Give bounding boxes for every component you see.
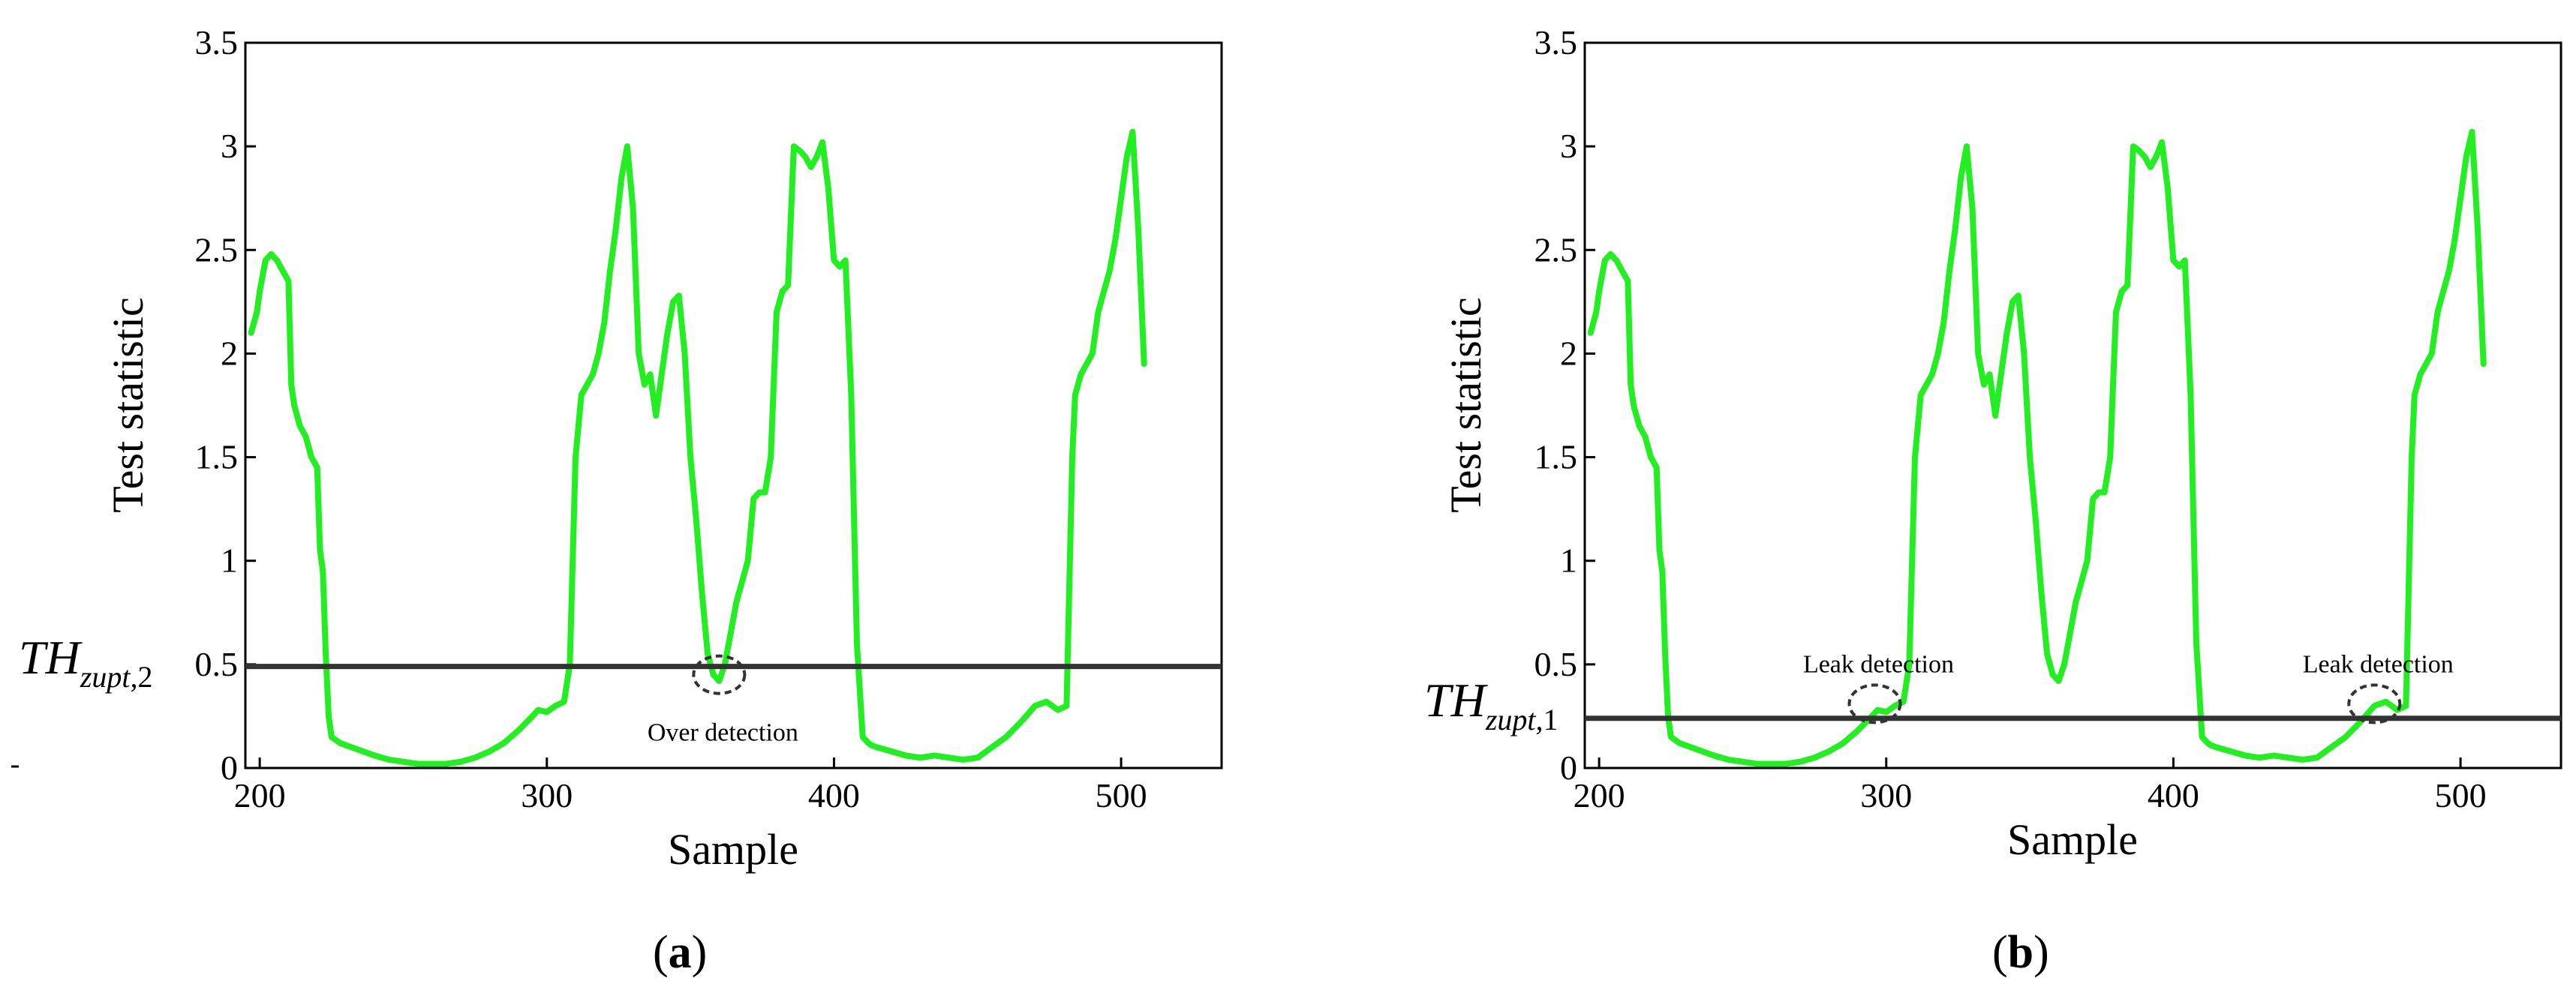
x-tick-label: 400 [2148,776,2199,814]
y-tick-label: 2.5 [195,230,239,268]
y-tick-label: 2 [221,334,238,372]
x-tick-marks [1598,758,2462,768]
x-tick-label: 200 [1574,776,1625,814]
y-tick-label: 0 [1560,748,1577,787]
threshold-label: THzupt,2 [19,631,153,694]
annotation-circle [692,654,747,695]
y-tick-label: 1.5 [195,438,239,476]
test-statistic-line [248,128,1147,767]
x-tick-label: 200 [234,776,286,814]
threshold-label-sub: zupt, [1485,703,1543,736]
y-axis-label: Test statistic [104,297,152,513]
y-tick-label: 0 [221,748,238,787]
threshold-label-main: TH [1424,674,1489,727]
y-tick-labels: 0 0.5 1 1.5 2 2.5 3 3.5 [195,23,239,787]
annotations: Over detection [648,654,798,747]
annotation-circle [2347,683,2402,724]
annotation-text: Over detection [648,719,798,747]
chart-panel-a: 0 0.5 1 1.5 2 2.5 3 3.5 200 300 400 500 Over detec… [11,23,1223,978]
y-axis-label: Test statistic [1441,297,1490,513]
threshold-label-sub: zupt, [80,660,138,694]
x-tick-label: 500 [1096,776,1147,814]
y-tick-label: 3 [221,127,238,165]
threshold-label-index: 1 [1543,703,1559,736]
plot-frame [1583,41,2562,770]
x-tick-marks [258,758,1123,768]
panel-letter-b: b [2008,927,2033,978]
y-tick-label: 3 [1560,127,1577,165]
annotation-text: Leak detection [1803,650,1954,678]
x-tick-label: 500 [2435,776,2487,814]
test-statistic-line [1587,128,2487,767]
threshold-label-main: TH [19,631,83,684]
annotations: Leak detection Leak detection [1803,650,2454,724]
y-tick-marks [245,41,256,770]
y-tick-label: 3.5 [1534,23,1578,62]
panel-label-a: (a) [653,927,707,978]
y-tick-label: 1 [221,542,238,580]
y-tick-label: 2.5 [1534,230,1578,268]
x-axis-label: Sample [2007,815,2138,864]
y-tick-label: 3.5 [195,23,239,62]
plot-frame [244,41,1223,770]
x-tick-label: 300 [521,776,573,814]
threshold-label: THzupt,1 [1424,674,1559,736]
y-tick-label: 1 [1560,542,1577,580]
x-tick-label: 400 [808,776,860,814]
panel-letter-a: a [669,927,692,978]
x-axis-label: Sample [668,825,798,874]
chart-panel-b: 0 0.5 1 1.5 2 2.5 3 3.5 200 300 400 500 Leak detec… [1424,23,2562,978]
annotation-circle [1847,683,1902,724]
y-tick-labels: 0 0.5 1 1.5 2 2.5 3 3.5 [1534,23,1578,787]
threshold-label-index: 2 [138,660,153,694]
y-tick-label: 0.5 [195,645,239,683]
x-tick-labels: 200 300 400 500 [234,776,1147,814]
panel-label-b: (b) [1992,927,2049,978]
y-tick-marks [1585,41,1595,770]
y-tick-label: 0.5 [1534,645,1578,683]
annotation-text: Leak detection [2303,650,2454,678]
x-tick-label: 300 [1860,776,1912,814]
y-tick-label: 2 [1560,334,1577,372]
x-tick-labels: 200 300 400 500 [1574,776,2487,814]
y-tick-label: 1.5 [1534,438,1578,476]
